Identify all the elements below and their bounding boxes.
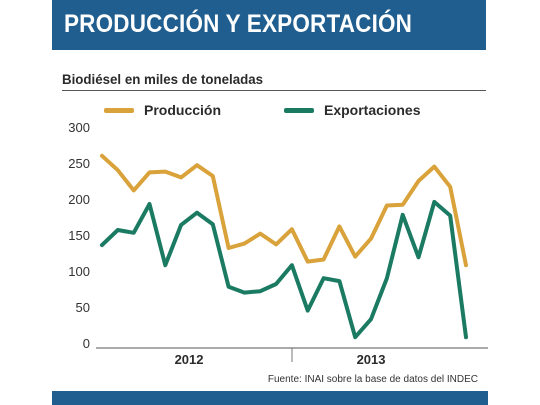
y-tick-label: 0 — [83, 336, 90, 351]
legend-swatch-produccion — [104, 107, 134, 113]
year-label: 2012 — [175, 352, 204, 367]
footer-bar — [52, 391, 488, 405]
legend-exportaciones: Exportaciones — [284, 98, 420, 122]
y-tick-label: 50 — [76, 300, 90, 315]
series-line-exportaciones — [100, 199, 468, 340]
subtitle-rule — [62, 90, 486, 91]
y-tick-label: 250 — [68, 156, 90, 171]
series-line-produccion — [100, 153, 468, 268]
chart-subtitle: Biodiésel en miles de toneladas — [62, 71, 264, 87]
y-tick-label: 150 — [68, 228, 90, 243]
legend-label-exportaciones: Exportaciones — [324, 102, 421, 118]
legend-produccion: Producción — [104, 98, 221, 122]
y-tick-label: 100 — [68, 264, 90, 279]
source-note: Fuente: INAI sobre la base de datos del … — [267, 374, 478, 385]
chart-title: PRODUCCIÓN Y EXPORTACIÓN — [64, 10, 413, 38]
legend-label-produccion: Producción — [144, 102, 222, 118]
legend-swatch-exportaciones — [284, 107, 314, 113]
y-tick-label: 200 — [68, 192, 90, 207]
year-label: 2013 — [357, 352, 386, 367]
y-tick-label: 300 — [68, 120, 90, 135]
title-banner: PRODUCCIÓN Y EXPORTACIÓN — [52, 0, 486, 50]
